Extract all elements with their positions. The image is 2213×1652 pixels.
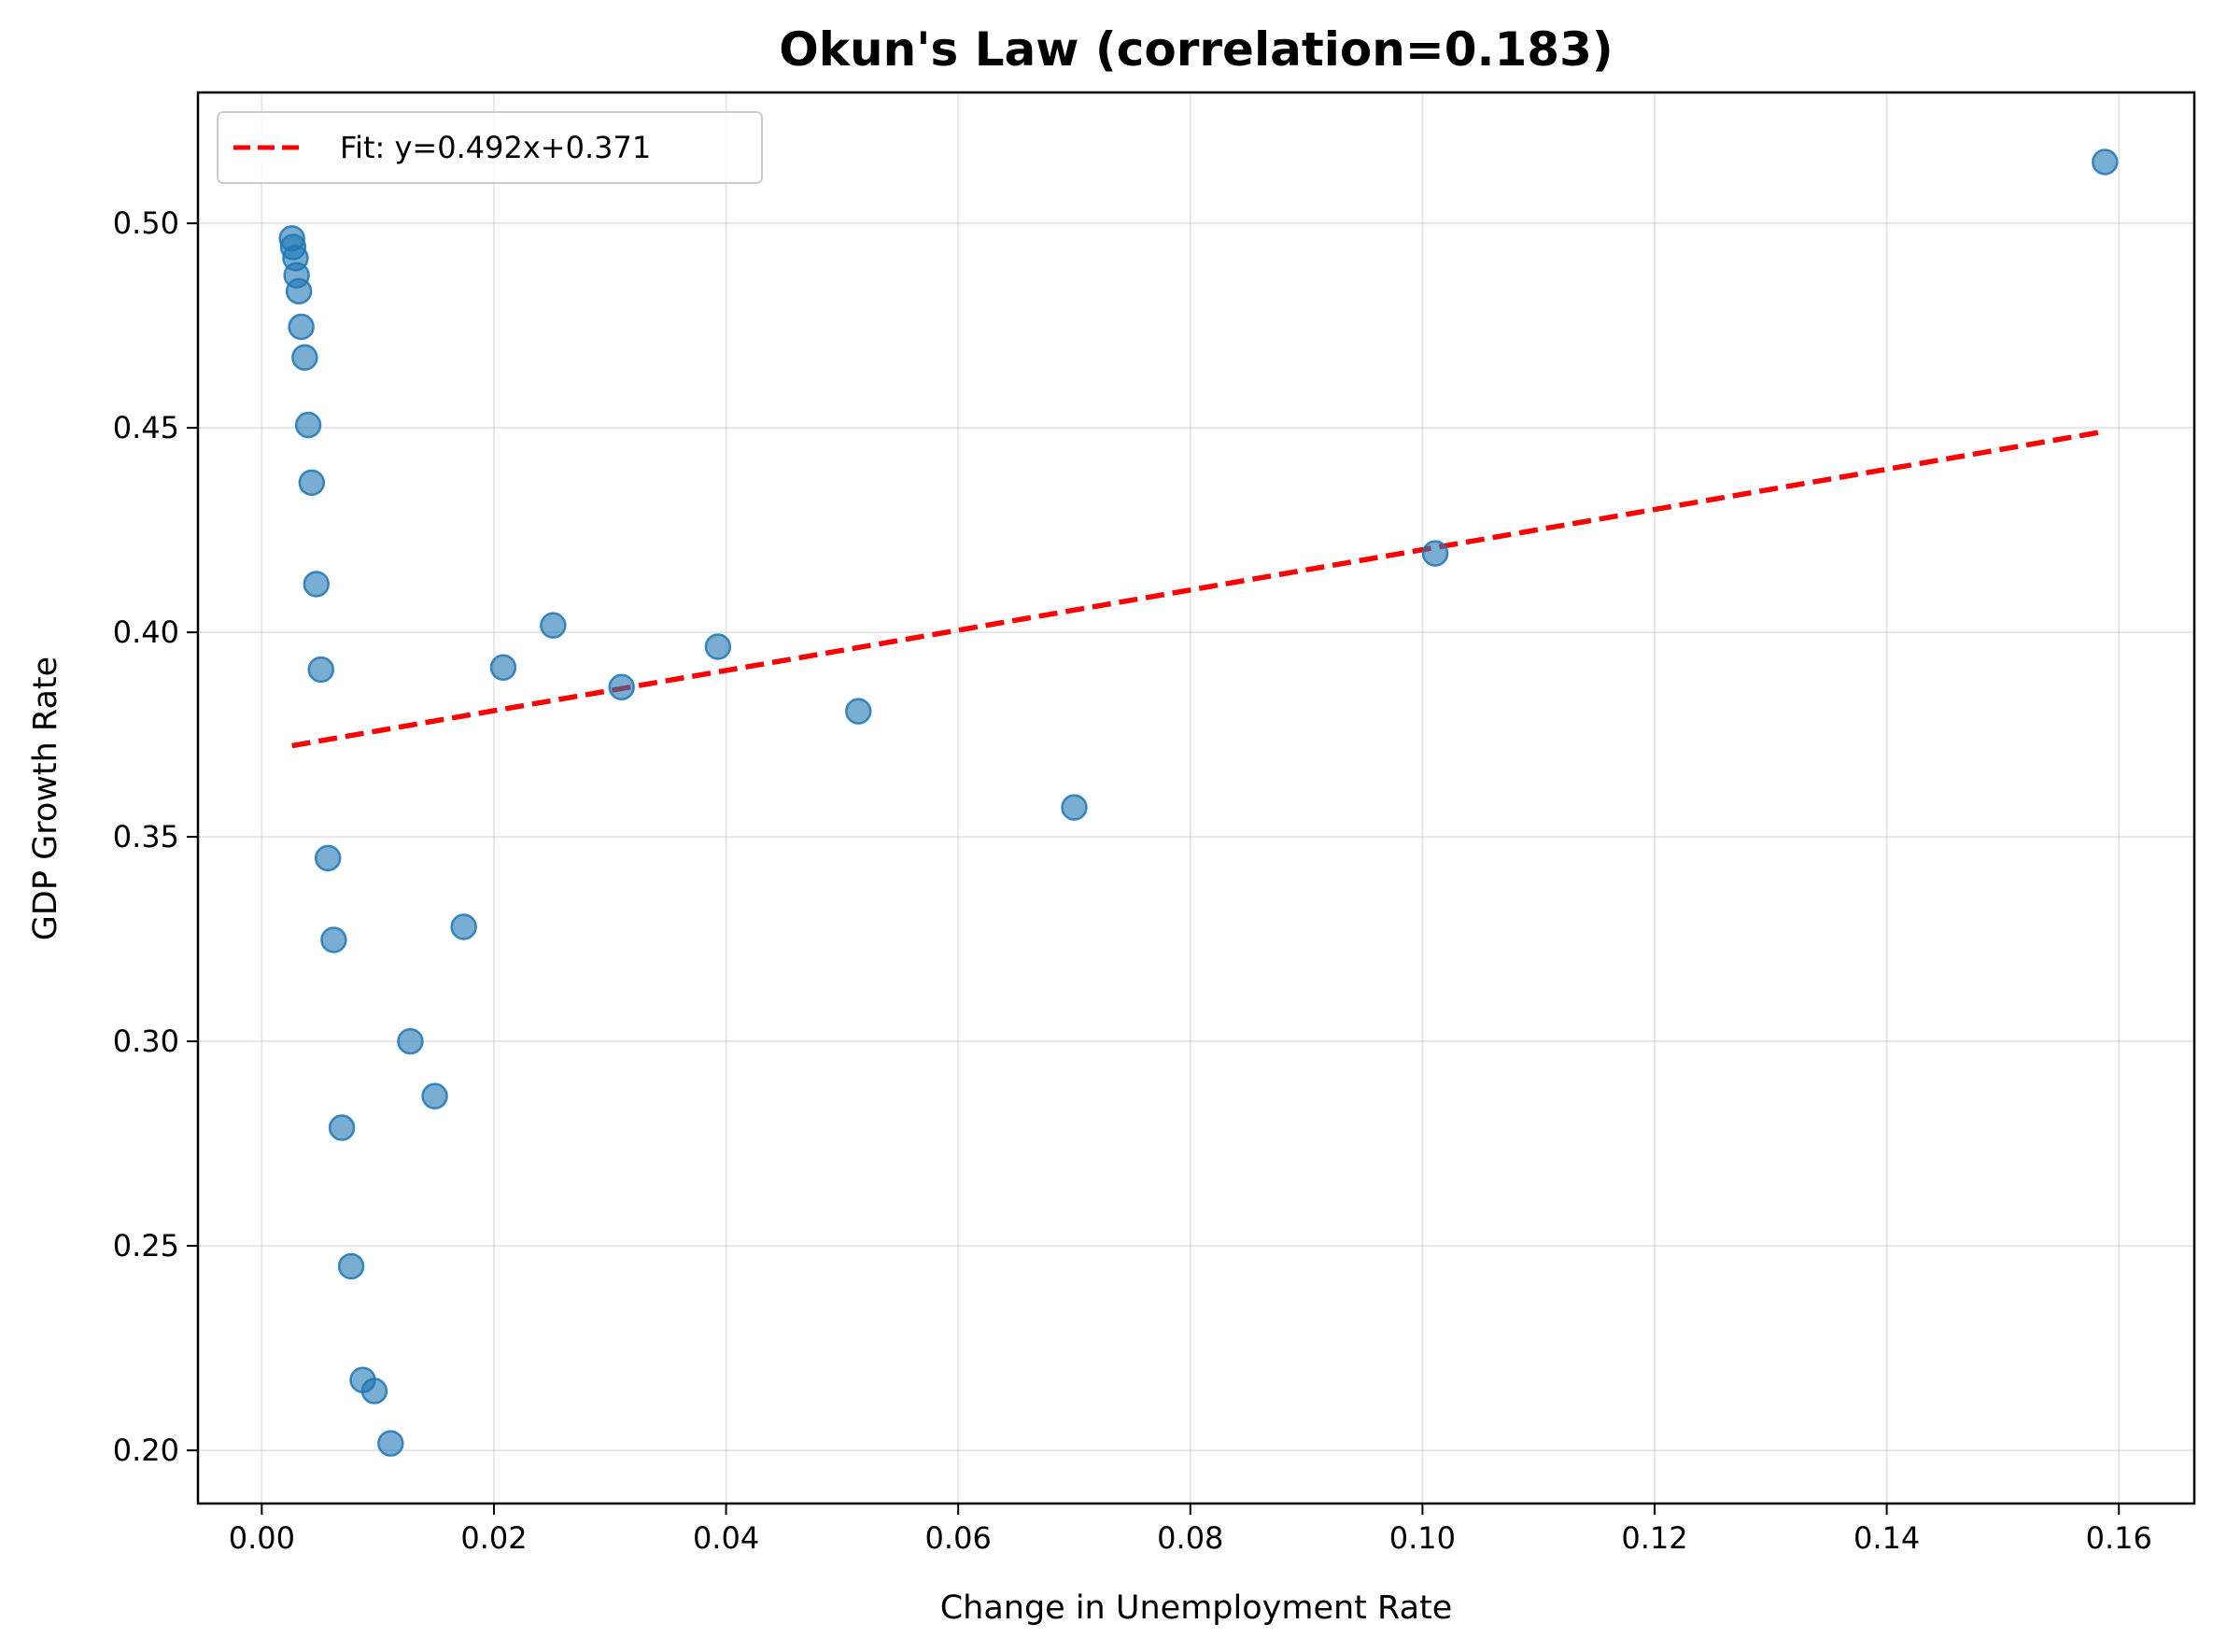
data-point bbox=[608, 673, 635, 701]
data-point bbox=[2092, 148, 2119, 176]
legend: Fit: y=0.492x+0.371 bbox=[217, 111, 763, 184]
data-point bbox=[307, 656, 335, 684]
fit-line bbox=[291, 429, 2106, 749]
legend-fit-label: Fit: y=0.492x+0.371 bbox=[340, 130, 651, 165]
data-point bbox=[285, 277, 313, 305]
x-tick-label: 0.06 bbox=[925, 1520, 992, 1556]
data-point bbox=[845, 698, 872, 725]
data-point bbox=[303, 571, 331, 598]
grid bbox=[198, 92, 2194, 1504]
chart-title: Okun's Law (correlation=0.183) bbox=[779, 22, 1613, 77]
y-tick-label: 0.20 bbox=[113, 1433, 179, 1468]
x-tick-label: 0.08 bbox=[1157, 1520, 1223, 1556]
data-point bbox=[294, 411, 322, 439]
data-point bbox=[421, 1082, 448, 1110]
x-axis-ticks: 0.00 0.02 0.04 0.06 0.08 0.10 0.12 0.14 0.16 bbox=[229, 1504, 2152, 1556]
x-tick-label: 0.04 bbox=[693, 1520, 759, 1556]
y-tick-label: 0.50 bbox=[113, 205, 179, 241]
x-tick-label: 0.00 bbox=[229, 1520, 295, 1556]
data-point bbox=[397, 1027, 424, 1055]
data-point bbox=[1421, 540, 1449, 567]
x-tick-label: 0.14 bbox=[1854, 1520, 1920, 1556]
x-tick-label: 0.16 bbox=[2086, 1520, 2152, 1556]
data-point bbox=[704, 633, 732, 660]
data-point bbox=[377, 1430, 404, 1457]
data-point bbox=[450, 913, 477, 940]
plot-area-frame bbox=[196, 91, 2196, 1505]
scatter-points bbox=[278, 148, 2119, 1457]
y-axis-ticks: 0.20 0.25 0.30 0.35 0.40 0.45 0.50 bbox=[113, 205, 198, 1468]
data-point bbox=[1061, 794, 1088, 821]
x-tick-label: 0.10 bbox=[1389, 1520, 1456, 1556]
data-point bbox=[328, 1114, 356, 1141]
y-tick-label: 0.45 bbox=[113, 410, 179, 445]
data-point bbox=[360, 1377, 388, 1405]
data-point bbox=[291, 344, 318, 372]
data-point bbox=[489, 654, 517, 682]
x-tick-label: 0.02 bbox=[460, 1520, 527, 1556]
x-axis-title: Change in Unemployment Rate bbox=[940, 1589, 1453, 1627]
y-tick-label: 0.25 bbox=[113, 1228, 179, 1264]
data-point bbox=[288, 313, 315, 341]
data-point bbox=[540, 612, 567, 639]
y-axis-title: GDP Growth Rate bbox=[27, 657, 64, 940]
y-tick-label: 0.40 bbox=[113, 614, 179, 650]
data-point bbox=[314, 844, 342, 872]
data-point bbox=[337, 1252, 365, 1280]
fit-line-layer bbox=[291, 429, 2106, 749]
legend-box bbox=[217, 111, 763, 184]
y-tick-label: 0.35 bbox=[113, 819, 179, 854]
x-tick-label: 0.12 bbox=[1621, 1520, 1687, 1556]
y-tick-label: 0.30 bbox=[113, 1024, 179, 1059]
data-point bbox=[320, 926, 347, 953]
data-point bbox=[298, 469, 326, 497]
